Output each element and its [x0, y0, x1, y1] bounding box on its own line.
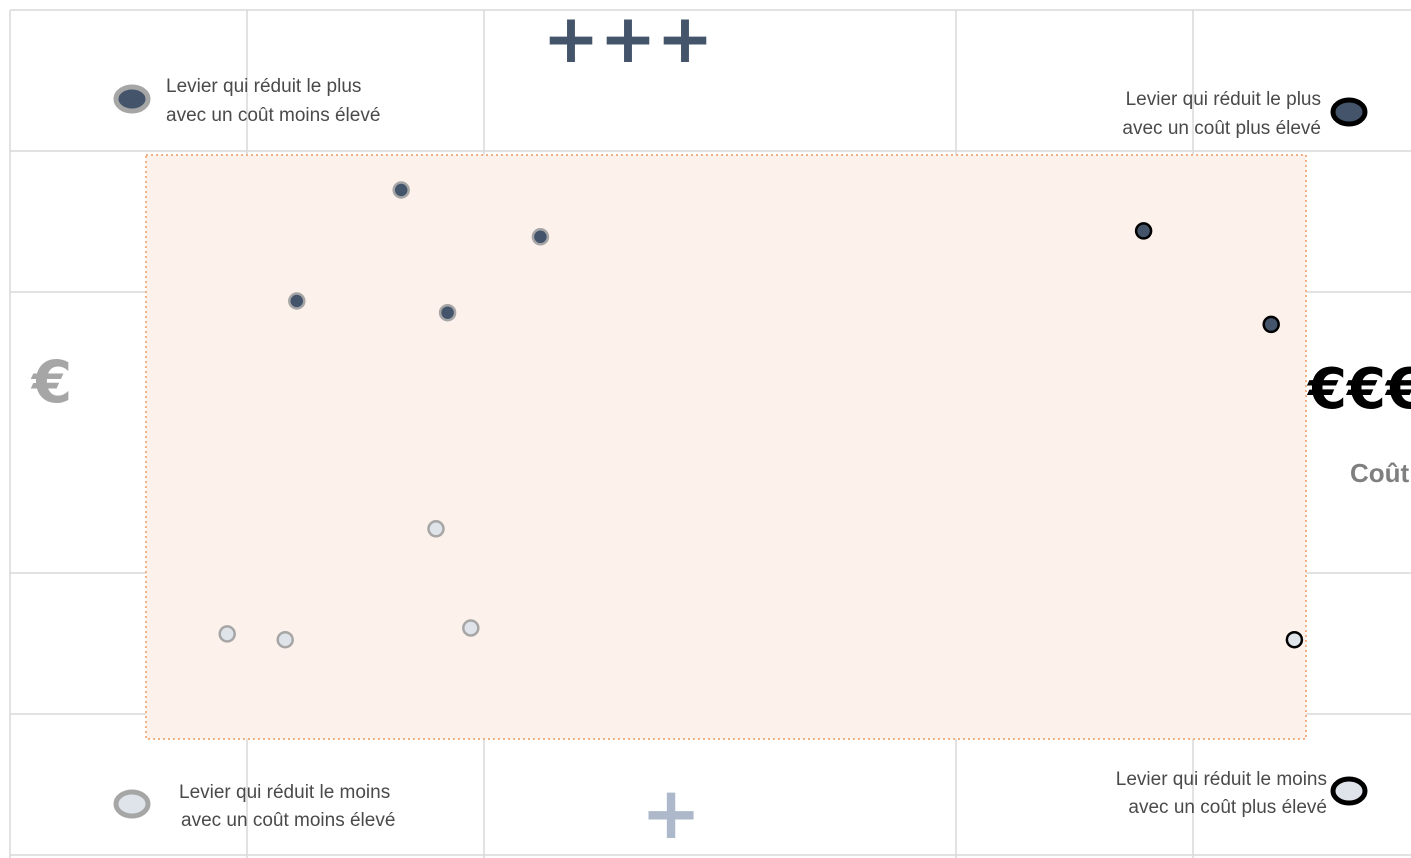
legend-line: Levier qui réduit le plus [1126, 89, 1321, 110]
scatter-point [438, 303, 457, 322]
legend-high-cost-low-impact: Levier qui réduit le moins avec un coût … [1116, 769, 1368, 818]
legend-marker [113, 789, 151, 819]
cost-axis-label: Coût [1350, 458, 1410, 488]
scatter-point [1262, 315, 1280, 334]
low-cost-label: € [30, 348, 72, 416]
legend-line: avec un coût moins élevé [181, 810, 395, 831]
legend-line: Levier qui réduit le plus [166, 76, 361, 97]
legend-low-cost-high-impact: Levier qui réduit le plus avec un coût m… [113, 76, 380, 126]
data-points [218, 181, 1304, 649]
scatter-point [288, 292, 306, 310]
low-impact-label: + [641, 771, 701, 855]
scatter-point [427, 520, 445, 538]
scatter-point [531, 228, 550, 246]
legend-line: avec un coût plus élevé [1128, 797, 1327, 818]
legend-line: avec un coût moins élevé [166, 105, 380, 126]
scatter-point [276, 630, 294, 649]
scatter-point [1285, 630, 1304, 649]
legend-marker [1330, 776, 1368, 806]
legend-line: avec un coût plus élevé [1122, 118, 1321, 139]
legend-line: Levier qui réduit le moins [179, 782, 390, 803]
legend-marker [1330, 97, 1368, 127]
scatter-point [218, 625, 236, 643]
legend-marker [113, 84, 151, 114]
legend-high-cost-high-impact: Levier qui réduit le plus avec un coût p… [1122, 89, 1368, 139]
scatter-point [462, 619, 480, 637]
high-cost-label: €€€ [1306, 357, 1411, 422]
legend-line: Levier qui réduit le moins [1116, 769, 1327, 790]
scatter-point [392, 181, 410, 199]
high-impact-label: +++ [543, 0, 714, 79]
legend-low-cost-low-impact: Levier qui réduit le moins avec un coût … [113, 782, 395, 831]
scatter-point [1134, 222, 1153, 240]
